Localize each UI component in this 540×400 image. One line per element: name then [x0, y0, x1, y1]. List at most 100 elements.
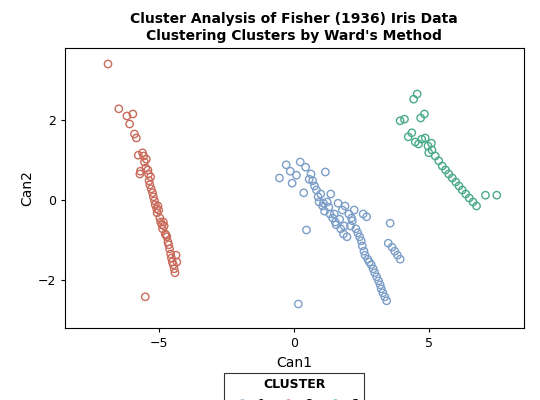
Point [428, 147, 436, 153]
Point [330, 211, 339, 217]
Point [328, 215, 337, 221]
Point [396, 118, 404, 124]
Point [145, 178, 153, 184]
Point [149, 194, 158, 200]
Point [319, 203, 327, 209]
Point [338, 207, 347, 213]
Point [421, 135, 429, 141]
Point [414, 141, 423, 147]
Point [154, 207, 163, 213]
Point [376, 282, 384, 288]
Point [142, 156, 151, 162]
Point [144, 171, 153, 177]
Point [312, 187, 321, 193]
Point [363, 256, 372, 262]
Point [156, 215, 164, 221]
Point [345, 211, 353, 217]
Point [340, 223, 349, 229]
Point [321, 169, 329, 175]
Point [393, 252, 402, 258]
Point [301, 164, 310, 170]
Point [377, 286, 386, 292]
Point [409, 96, 418, 102]
Point [139, 153, 148, 159]
Point [114, 106, 123, 112]
Point [326, 211, 334, 217]
Point [424, 150, 433, 156]
Point [411, 139, 420, 145]
Point [481, 192, 490, 198]
Point [350, 207, 359, 213]
Point [275, 175, 284, 181]
Point [310, 183, 319, 189]
Point [144, 167, 152, 173]
Point [169, 262, 178, 268]
X-axis label: Can1: Can1 [276, 356, 312, 370]
Title: Cluster Analysis of Fisher (1936) Iris Data
Clustering Clusters by Ward's Method: Cluster Analysis of Fisher (1936) Iris D… [131, 12, 458, 43]
Point [150, 198, 159, 204]
Point [431, 153, 440, 159]
Point [386, 220, 394, 226]
Point [441, 167, 450, 173]
Point [151, 202, 160, 208]
Point [413, 91, 421, 97]
Point [325, 204, 333, 210]
Point [157, 219, 165, 225]
Point [469, 199, 477, 205]
Point [458, 187, 467, 193]
Point [380, 294, 389, 300]
Point [400, 116, 409, 122]
Point [341, 203, 349, 209]
Point [308, 178, 317, 184]
Point [141, 165, 150, 171]
Point [172, 259, 181, 265]
Point [359, 211, 367, 217]
Point [335, 216, 344, 222]
Point [323, 199, 332, 205]
Point [170, 266, 178, 272]
Point [162, 232, 171, 238]
Point [352, 226, 360, 232]
Point [315, 199, 323, 205]
Point [382, 298, 391, 304]
Point [407, 130, 416, 136]
Point [379, 290, 387, 296]
Point [346, 223, 355, 229]
Point [168, 259, 177, 265]
Point [357, 238, 366, 244]
Point [331, 219, 340, 225]
Point [292, 172, 301, 178]
Point [153, 203, 162, 209]
Point [296, 159, 305, 165]
Point [334, 200, 342, 206]
Point [420, 111, 429, 117]
Point [347, 215, 356, 221]
Point [160, 223, 168, 229]
Point [417, 136, 426, 142]
Point [434, 158, 443, 164]
Point [444, 171, 453, 177]
Point [342, 234, 351, 240]
Point [125, 121, 134, 127]
Point [492, 192, 501, 198]
Point [465, 195, 474, 201]
Point [299, 190, 308, 196]
Point [158, 222, 166, 228]
Point [163, 234, 171, 240]
Point [172, 252, 180, 258]
Point [448, 175, 456, 181]
Point [141, 294, 150, 300]
Point [404, 134, 413, 140]
Point [286, 168, 294, 174]
Point [423, 143, 432, 149]
Point [282, 162, 291, 168]
Point [146, 182, 154, 188]
Point [165, 246, 174, 252]
Point [132, 135, 140, 141]
Point [129, 111, 137, 117]
Point [153, 210, 161, 216]
Point [316, 191, 325, 197]
Point [159, 219, 167, 225]
Point [427, 140, 436, 146]
Point [294, 301, 302, 307]
